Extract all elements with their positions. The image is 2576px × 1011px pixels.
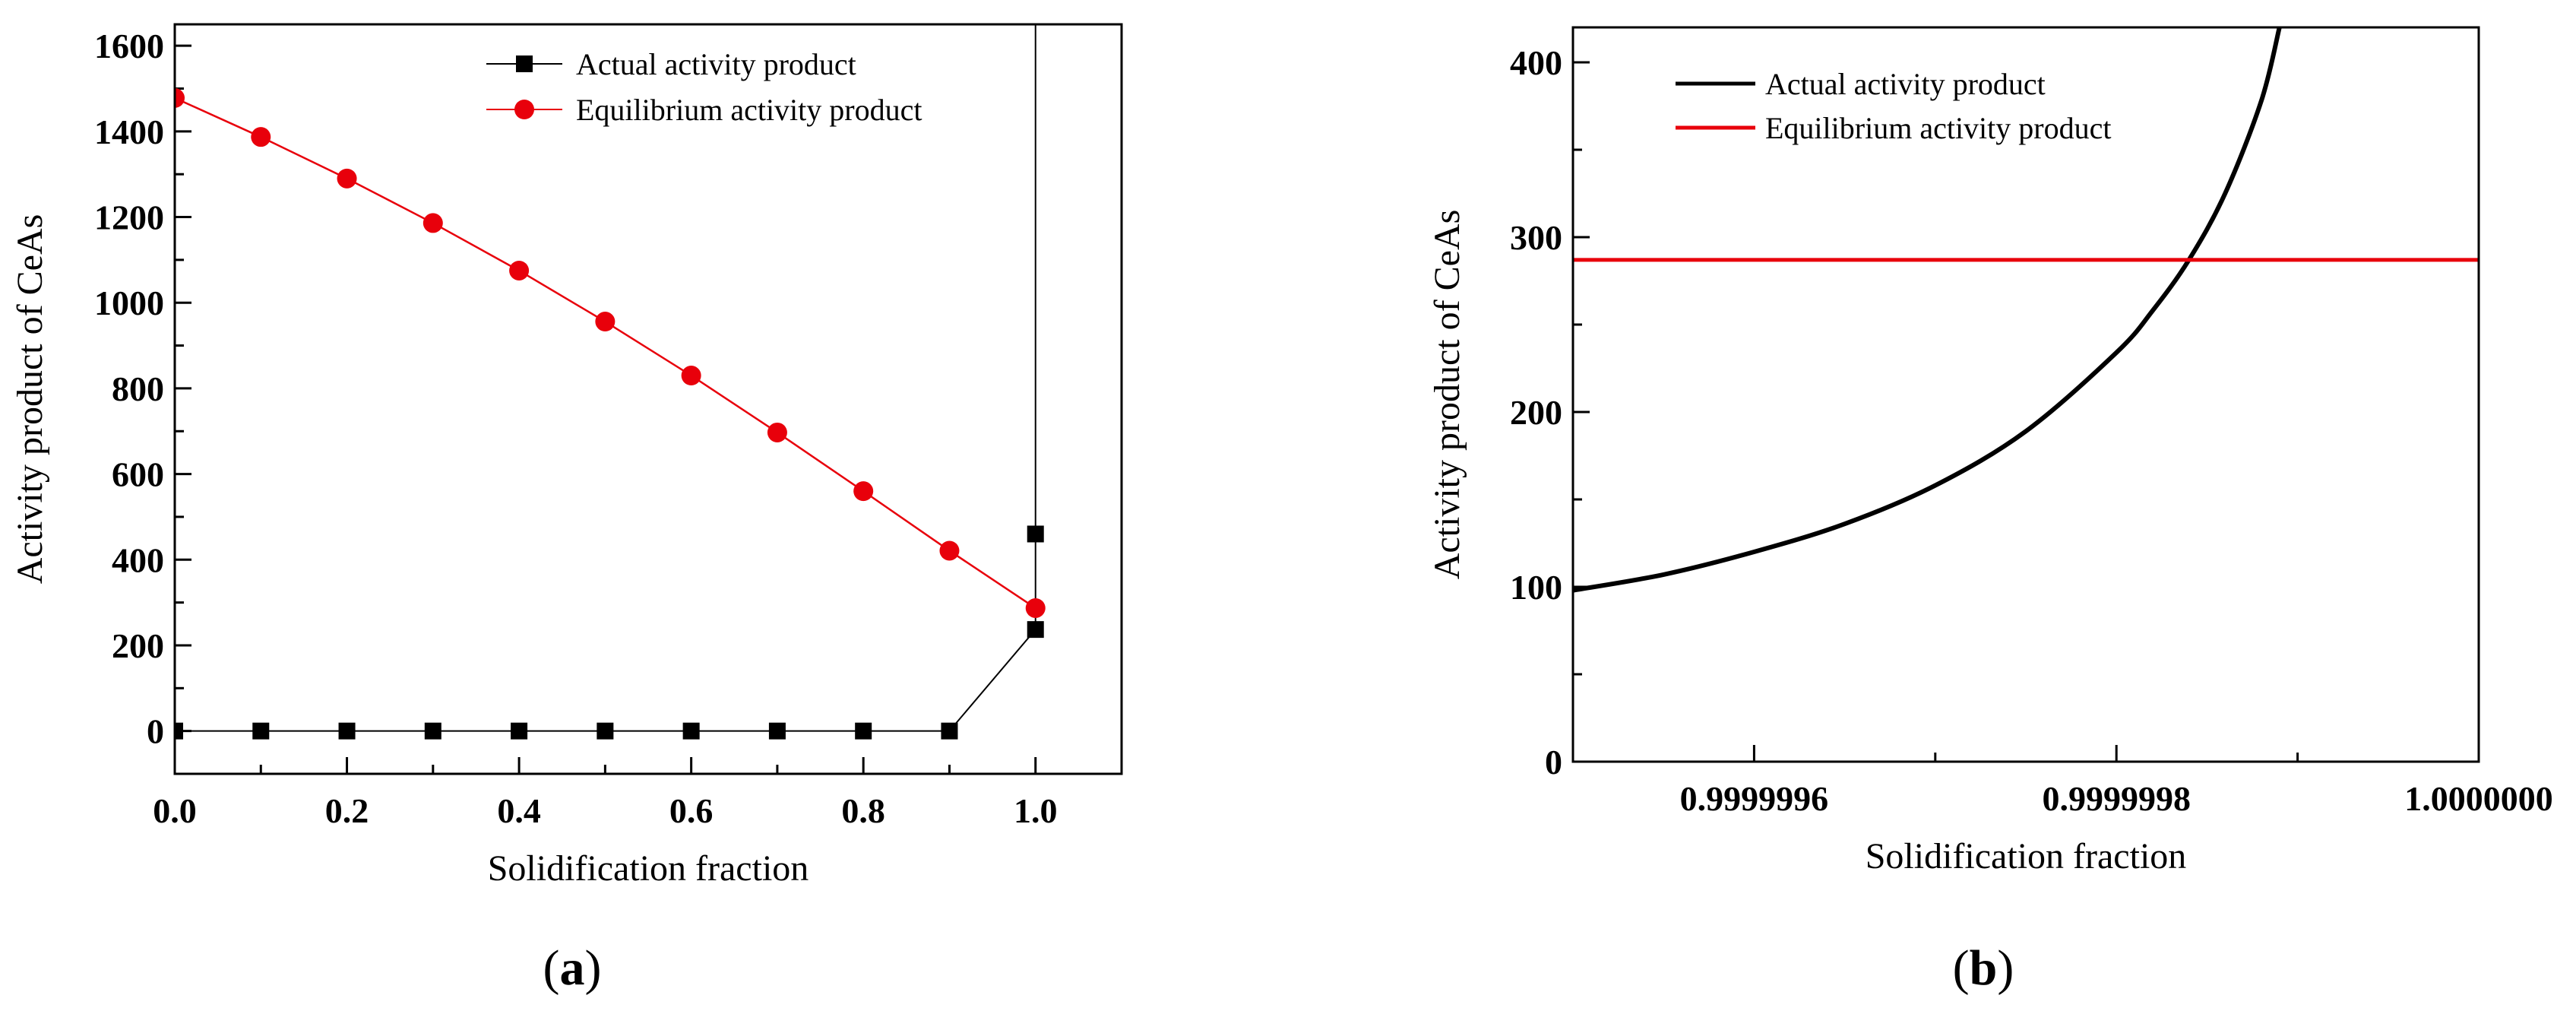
chart-b-x-axis-title: Solidification fraction xyxy=(1866,836,2187,876)
chart-b-series-line-actual xyxy=(1573,27,2282,593)
chart-a-equilibrium-point xyxy=(175,87,185,108)
panel-label-letter: a xyxy=(560,940,585,996)
panel-label-close-paren: ) xyxy=(585,940,602,996)
b-x-tick-label: 1.0000000 xyxy=(2404,779,2553,818)
chart-a-actual-point xyxy=(175,722,183,740)
a-x-tick-label: 0.4 xyxy=(497,791,541,830)
chart-a-actual-point xyxy=(338,722,356,740)
chart-b-tick-labels: 0.9999996 0.9999998 1.0000000 0 100 200 300 400 xyxy=(1510,43,2553,818)
a-x-tick-label: 1.0 xyxy=(1014,791,1058,830)
chart-a-y-axis-title: Activity product of CeAs xyxy=(10,214,50,585)
panel-label-letter: b xyxy=(1970,940,1998,996)
chart-a-equilibrium-point xyxy=(853,481,874,502)
chart-b-series xyxy=(1573,27,2479,593)
a-y-tick-label: 1000 xyxy=(94,284,164,322)
chart-a-ticks xyxy=(173,44,1037,774)
chart-a-frame xyxy=(173,23,1123,775)
b-y-tick-label: 300 xyxy=(1510,218,1562,257)
chart-a-panel-label: (a) xyxy=(543,940,602,996)
b-x-tick-label: 0.9999996 xyxy=(1680,779,1829,818)
panel-label-close-paren: ) xyxy=(1997,940,2014,996)
chart-a-tick-labels: 0.0 0.2 0.4 0.6 0.8 1.0 0 200 400 600 800 1000 1200 1… xyxy=(94,27,1057,830)
chart-b-panel-label: (b) xyxy=(1953,940,2014,996)
chart-a-series-line-equilibrium xyxy=(175,97,1036,609)
a-x-tick-label: 0.8 xyxy=(841,791,885,830)
chart-a-equilibrium-point xyxy=(251,127,271,147)
chart-a: 0.0 0.2 0.4 0.6 0.8 1.0 0 200 400 600 800 1000 1200 1… xyxy=(10,23,1123,996)
chart-a-actual-point xyxy=(1027,621,1044,639)
chart-a-equilibrium-point xyxy=(767,422,787,442)
chart-b-y-axis-title: Activity product of CeAs xyxy=(1427,210,1467,580)
a-y-tick-label: 400 xyxy=(112,540,164,579)
a-y-tick-label: 600 xyxy=(112,455,164,494)
chart-a-equilibrium-point xyxy=(422,213,443,233)
a-y-tick-label: 200 xyxy=(112,626,164,665)
chart-a-legend-equilibrium-label: Equilibrium activity product xyxy=(576,93,922,127)
chart-a-actual-point xyxy=(597,722,614,740)
chart-a-x-axis-title: Solidification fraction xyxy=(488,848,809,889)
chart-a-actual-point xyxy=(941,722,958,740)
a-y-tick-label: 1600 xyxy=(94,27,164,65)
b-y-tick-label: 100 xyxy=(1510,568,1562,607)
chart-a-panel-label-text: (a) xyxy=(543,940,602,996)
chart-a-equilibrium-point xyxy=(681,366,701,386)
a-y-tick-label: 1200 xyxy=(94,198,164,237)
chart-a-actual-point xyxy=(424,722,441,740)
chart-a-equilibrium-point xyxy=(509,260,530,280)
a-x-tick-label: 0.2 xyxy=(325,791,369,830)
a-y-tick-label: 0 xyxy=(147,712,164,751)
chart-b-ticks xyxy=(1571,61,2480,763)
a-x-tick-label: 0.6 xyxy=(669,791,714,830)
a-x-tick-label: 0.0 xyxy=(153,791,197,830)
chart-a-equilibrium-point xyxy=(939,540,960,561)
a-y-tick-label: 1400 xyxy=(94,113,164,151)
a-y-tick-label: 800 xyxy=(112,369,164,408)
chart-a-equilibrium-point xyxy=(1025,597,1046,618)
chart-a-legend-actual-label: Actual activity product xyxy=(576,47,856,81)
chart-a-actual-point xyxy=(855,722,872,740)
b-y-tick-label: 0 xyxy=(1545,743,1562,781)
chart-a-actual-point xyxy=(682,722,700,740)
panel-label-open-paren: ( xyxy=(543,940,560,996)
chart-a-equilibrium-point xyxy=(595,312,616,332)
chart-a-legend: Actual activity product Equilibrium acti… xyxy=(486,47,922,127)
chart-b-panel-label-text: (b) xyxy=(1953,940,2014,996)
chart-a-legend-actual-marker xyxy=(516,55,533,72)
b-y-tick-label: 400 xyxy=(1510,43,1562,82)
chart-b-frame xyxy=(1571,26,2480,763)
chart-b-legend-actual-label: Actual activity product xyxy=(1765,67,2046,101)
chart-a-actual-point xyxy=(768,722,786,740)
chart-a-actual-point xyxy=(1027,525,1044,543)
chart-b: 0.9999996 0.9999998 1.0000000 0 100 200 300 400… xyxy=(1427,26,2553,996)
panel-label-open-paren: ( xyxy=(1953,940,1970,996)
chart-a-actual-point xyxy=(252,722,270,740)
chart-b-legend: Actual activity product Equilibrium acti… xyxy=(1676,67,2111,145)
chart-a-series xyxy=(175,24,1046,740)
chart-b-legend-equilibrium-label: Equilibrium activity product xyxy=(1765,111,2111,145)
chart-a-series-line-actual xyxy=(175,24,1036,732)
chart-a-equilibrium-point xyxy=(337,168,357,189)
b-x-tick-label: 0.9999998 xyxy=(2042,779,2191,818)
chart-a-actual-point xyxy=(511,722,528,740)
b-y-tick-label: 200 xyxy=(1510,393,1562,432)
chart-a-legend-equilibrium-marker xyxy=(514,100,534,119)
